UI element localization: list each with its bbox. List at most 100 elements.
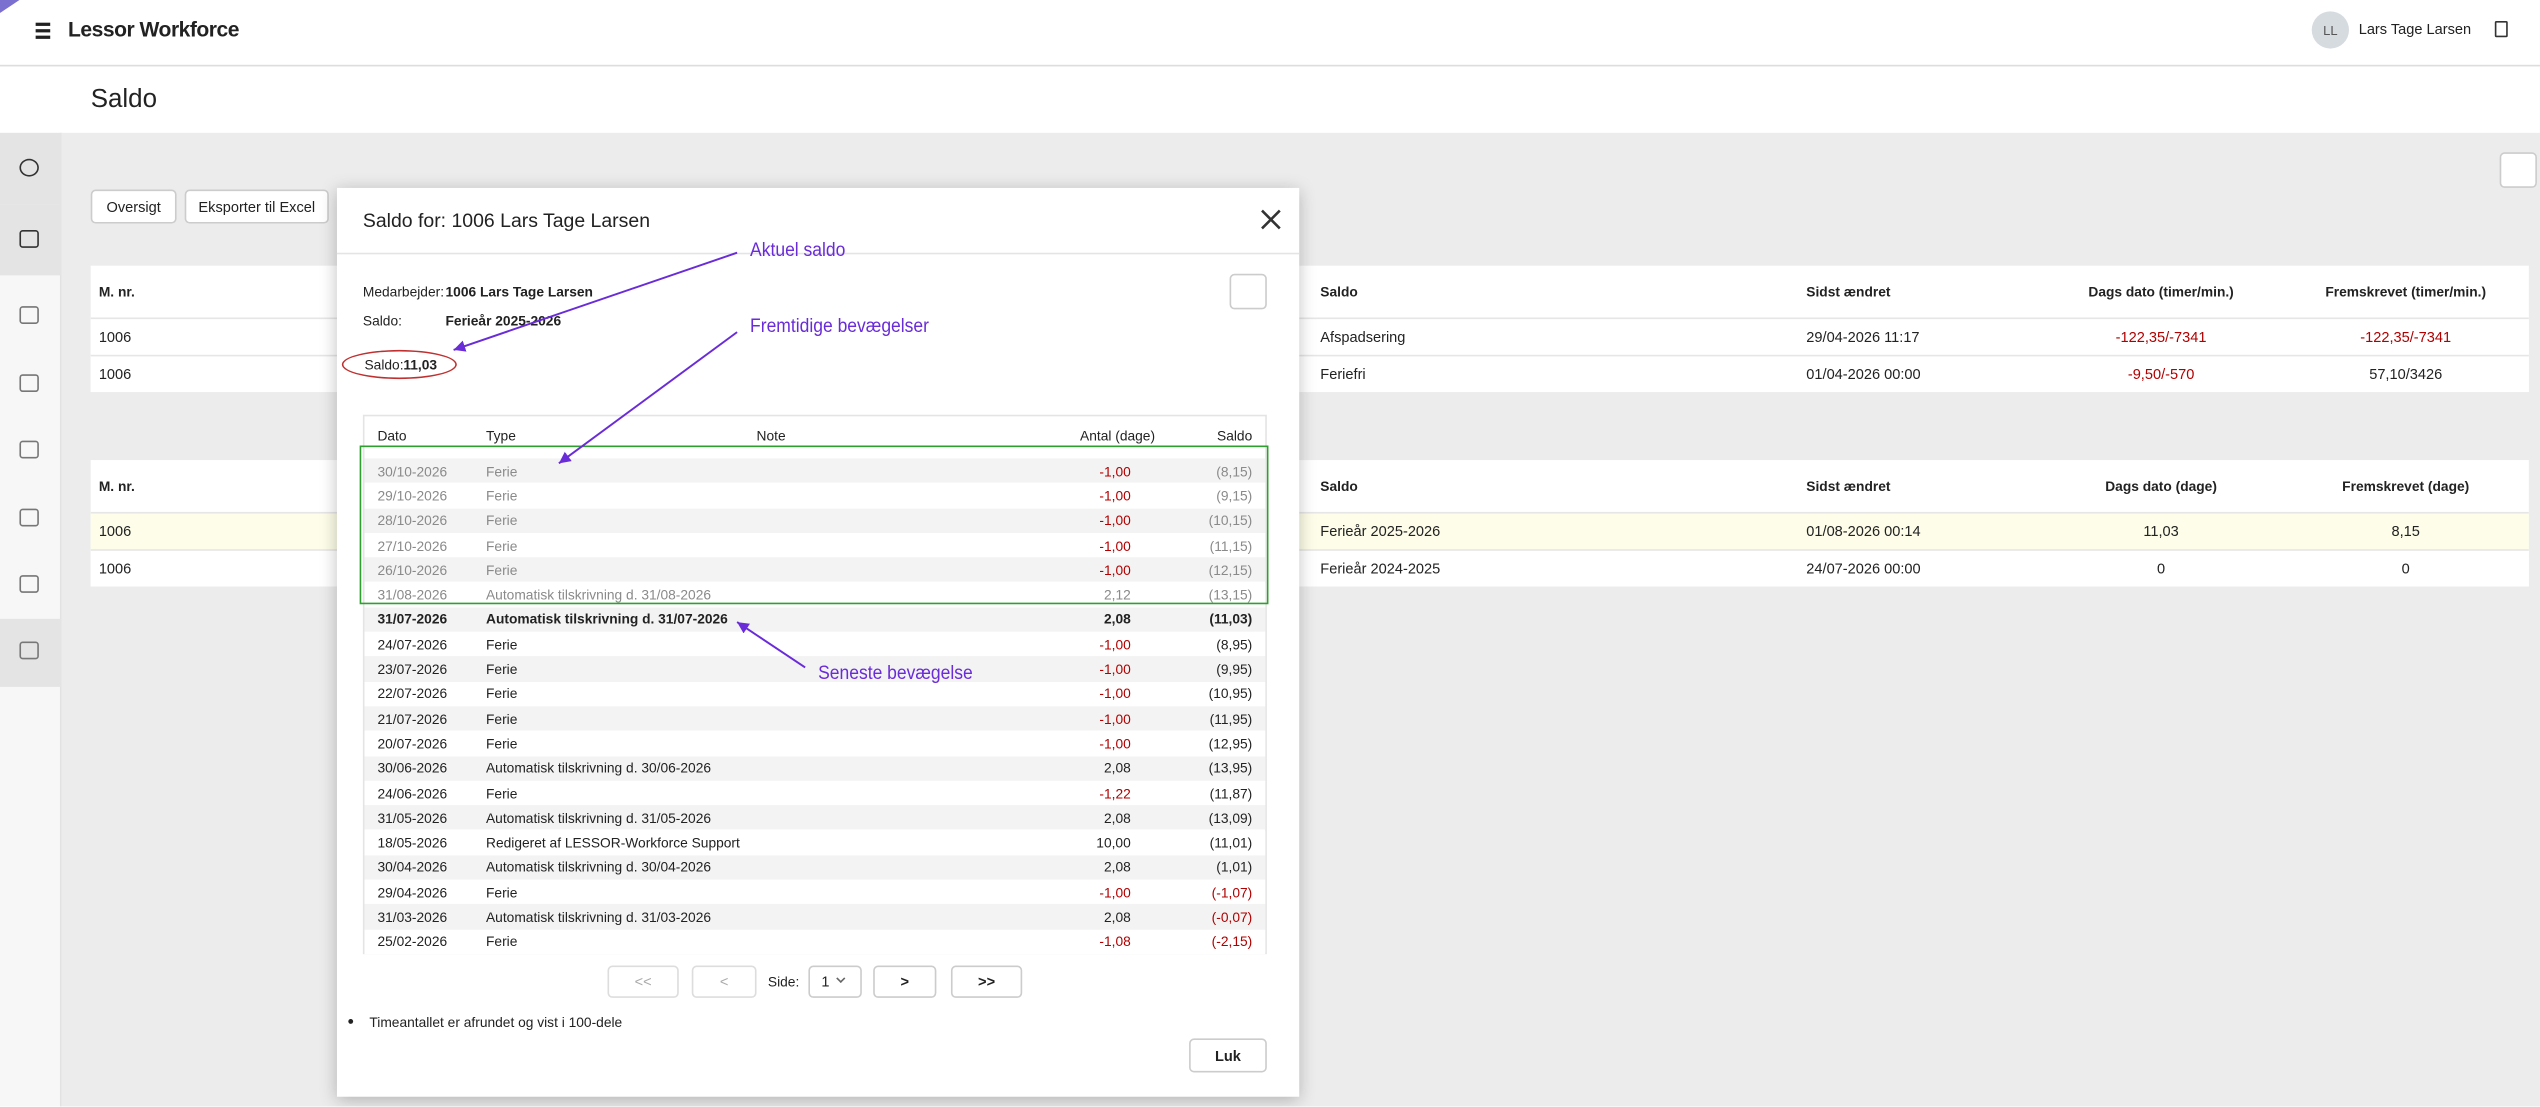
modal-cell: Ferie [486, 884, 518, 901]
menu-icon-bar [35, 29, 51, 32]
modal-column-header: Note [756, 427, 786, 444]
modal-cell: 26/10-2026 [377, 561, 448, 579]
modal-cell: 21/07-2026 [377, 710, 448, 727]
modal-row [364, 483, 1266, 509]
modal-cell: (9,95) [1216, 660, 1253, 678]
sidebar-icon[interactable] [19, 230, 39, 248]
sidebar-icon[interactable] [19, 158, 39, 177]
modal-cell: (11,01) [1209, 834, 1253, 851]
modal-cell: 2,08 [1103, 908, 1131, 926]
modal-cell: -1,00 [1099, 710, 1131, 727]
modal-cell: Ferie [486, 636, 518, 653]
modal-cell: -1,08 [1099, 933, 1131, 950]
table-cell: 1006 [98, 365, 132, 382]
modal-cell: -1,00 [1099, 884, 1131, 901]
table-cell: 11,03 [2143, 522, 2179, 539]
modal-cell: 30/06-2026 [377, 760, 448, 777]
table-cell: 29/04-2026 11:17 [1806, 328, 1920, 345]
pagination-button[interactable]: > [873, 965, 937, 998]
user-icon [2494, 21, 2508, 38]
table-cell: 1006 [98, 522, 132, 539]
modal-print-button[interactable] [1229, 273, 1267, 310]
modal-cell: 24/07-2026 [377, 636, 448, 653]
table-cell: 57,10/3426 [2369, 365, 2443, 382]
modal-cell: 10,00 [1096, 834, 1131, 851]
modal-cell: 2,08 [1103, 809, 1131, 826]
pagination-button[interactable]: << [607, 965, 679, 998]
modal-cell: Ferie [486, 660, 518, 678]
modal-cell: Ferie [486, 487, 518, 504]
table-header: M. nr. [98, 283, 135, 300]
toolbar-button[interactable]: Oversigt [90, 189, 177, 224]
employee-value: 1006 Lars Tage Larsen [445, 283, 593, 300]
pagination-button[interactable]: >> [950, 965, 1023, 998]
print-button[interactable] [2499, 152, 2537, 188]
modal-cell: Ferie [486, 561, 518, 579]
modal-row [364, 780, 1266, 806]
modal-cell: 23/07-2026 [377, 660, 448, 678]
modal-cell: (-2,15) [1211, 933, 1253, 950]
sidebar-icon[interactable] [19, 306, 39, 324]
menu-icon-bar [35, 35, 51, 39]
sidebar-icon[interactable] [19, 374, 39, 393]
page-title: Saldo [90, 85, 158, 114]
modal-row [364, 855, 1266, 880]
modal-cell: (10,95) [1208, 685, 1253, 702]
modal-cell: -1,00 [1099, 512, 1131, 529]
modal-column-header: Dato [377, 427, 407, 444]
modal-cell: 2,08 [1103, 611, 1131, 628]
sidebar-icon[interactable] [19, 508, 39, 527]
table-header: Fremskrevet (timer/min.) [2325, 283, 2487, 300]
modal-cell: Ferie [486, 462, 518, 479]
modal-cell: 31/08-2026 [377, 586, 448, 603]
table-header: Fremskrevet (dage) [2342, 477, 2470, 495]
page-select[interactable]: 1 [808, 965, 862, 998]
modal-row [364, 508, 1266, 533]
modal-cell: (11,15) [1209, 537, 1253, 554]
modal-cell: 30/04-2026 [377, 859, 448, 876]
pagination-button[interactable]: < [691, 965, 757, 998]
modal-column-header: Saldo [1217, 427, 1253, 444]
modal-cell: -1,00 [1099, 685, 1131, 702]
balance-label: Saldo: [364, 356, 404, 373]
app-title: Lessor Workforce [68, 17, 239, 42]
annotation: Aktuel saldo [750, 238, 846, 261]
saldo-label: Saldo: [362, 312, 402, 329]
table-cell: -122,35/-7341 [2115, 328, 2207, 345]
modal-row [364, 731, 1266, 756]
sidebar-icon[interactable] [19, 641, 39, 660]
modal-close[interactable] [1260, 209, 1281, 230]
modal-cell: Automatisk tilskrivning d. 30/04-2026 [486, 859, 712, 876]
table-header: Sidst ændret [1806, 283, 1891, 300]
modal-cell: Automatisk tilskrivning d. 31/08-2026 [486, 586, 712, 603]
table-header: Saldo [1320, 477, 1358, 495]
menu-icon-bar [35, 22, 51, 26]
table-cell: -9,50/-570 [2127, 365, 2195, 382]
sidebar-icon[interactable] [19, 440, 39, 459]
table-cell: 0 [2401, 559, 2410, 576]
close-button[interactable]: Luk [1189, 1038, 1267, 1073]
modal-cell: (12,95) [1208, 735, 1253, 752]
sidebar-active-bg [0, 204, 62, 276]
modal-cell: 31/05-2026 [377, 809, 448, 826]
modal-cell: 24/06-2026 [377, 784, 448, 802]
modal-cell: Ferie [486, 537, 518, 554]
modal-cell: 31/03-2026 [377, 908, 448, 926]
close-icon [1261, 209, 1281, 230]
modal-cell: Automatisk tilskrivning d. 31/03-2026 [486, 908, 712, 926]
saldo-value: Ferieår 2025-2026 [445, 312, 562, 329]
modal-cell: 22/07-2026 [377, 685, 448, 702]
modal-cell: (8,95) [1216, 636, 1253, 653]
modal-cell: Ferie [486, 710, 518, 727]
table-cell: Ferieår 2024-2025 [1320, 559, 1441, 576]
page-label: Side: [767, 973, 800, 990]
user-name: Lars Tage Larsen [2358, 21, 2472, 38]
modal-cell: Automatisk tilskrivning d. 30/06-2026 [486, 760, 712, 777]
modal-cell: 28/10-2026 [377, 512, 448, 529]
top-bar [0, 0, 2540, 67]
balance-ellipse [341, 349, 457, 380]
sidebar-icon[interactable] [19, 575, 39, 593]
modal-cell: 29/10-2026 [377, 487, 448, 504]
toolbar-button[interactable]: Eksporter til Excel [184, 189, 329, 224]
modal-divider [336, 252, 1300, 255]
